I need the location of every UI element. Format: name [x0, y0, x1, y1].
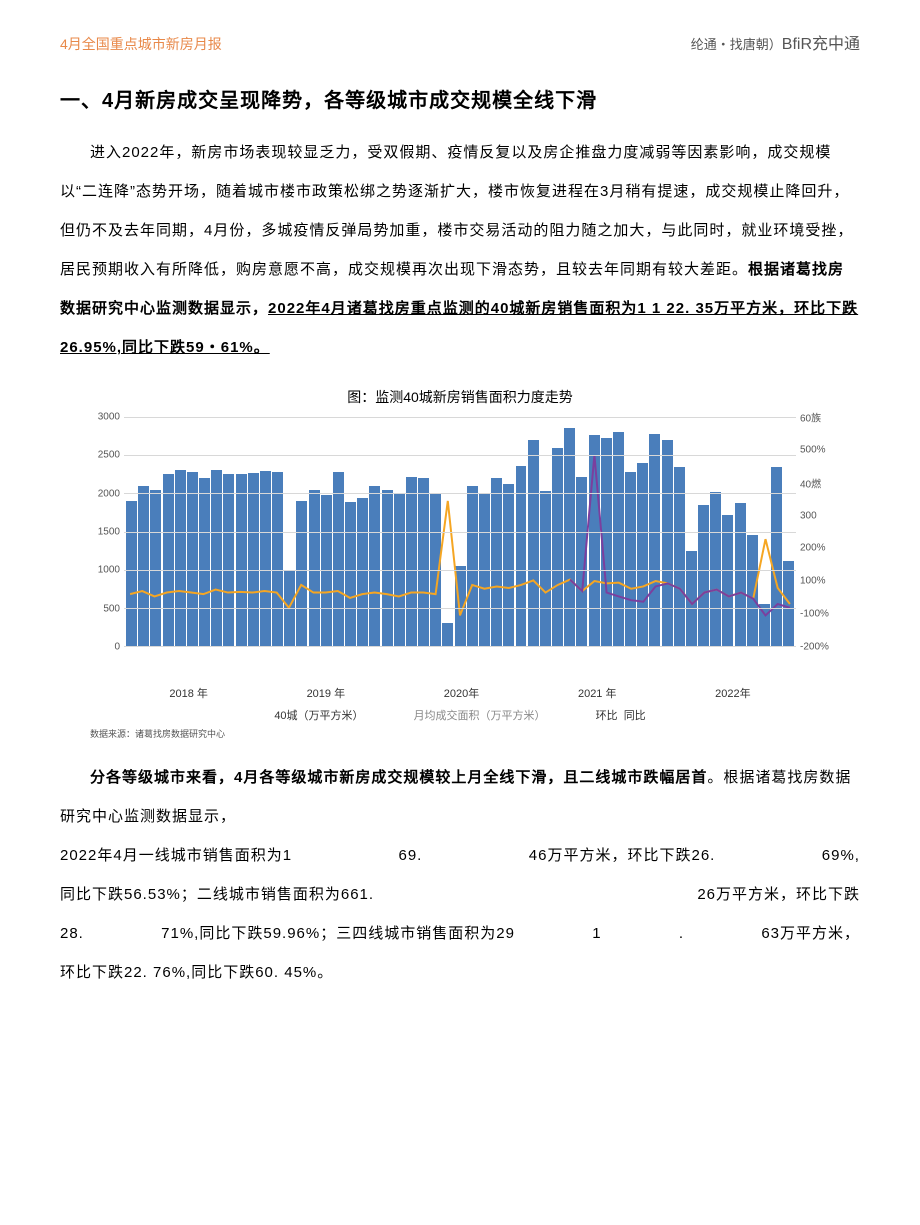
legend-avg: 月均成交面积（万平方米）	[414, 707, 546, 723]
paragraph-2-intro: 分各等级城市来看，4月各等级城市新房成交规模较上月全线下滑，且二线城市跌幅居首。…	[60, 758, 860, 836]
header-right: 纶通・找唐朝）BfiR充中通	[691, 30, 860, 54]
bar	[564, 428, 575, 646]
chart-plot-area	[124, 417, 796, 647]
data-row-2: 同比下跌56.53%；二线城市销售面积为661. 26万平方米，环比下跌	[60, 875, 860, 914]
bar	[369, 486, 380, 646]
bar	[698, 505, 709, 646]
bar	[540, 491, 551, 646]
bar	[601, 438, 612, 646]
bar	[309, 490, 320, 646]
data-row-1: 2022年4月一线城市销售面积为1 69. 46万平方米，环比下跌26. 69%…	[60, 836, 860, 875]
chart-legend: 40城（万平方米） 月均成交面积（万平方米） 环比 同比	[60, 707, 860, 723]
bar	[455, 566, 466, 646]
bar	[637, 463, 648, 646]
bar	[722, 515, 733, 646]
bar	[223, 474, 234, 646]
section-title: 一、4月新房成交呈现降势，各等级城市成交规模全线下滑	[60, 84, 860, 113]
legend-right-group: 环比 同比	[596, 707, 646, 723]
bar	[686, 551, 697, 646]
header-left: 4月全国重点城市新房月报	[60, 34, 222, 54]
bar	[649, 434, 660, 646]
bar	[150, 490, 161, 646]
bar	[272, 472, 283, 646]
chart-container: 300025002000150010005000 60族500%40燃30020…	[80, 417, 840, 677]
bar	[357, 498, 368, 646]
bar	[248, 473, 259, 646]
bar	[528, 440, 539, 646]
bar	[783, 561, 794, 646]
bar	[236, 474, 247, 647]
bar	[175, 470, 186, 646]
bar	[625, 472, 636, 646]
bar	[260, 471, 271, 646]
bar	[382, 490, 393, 646]
bar	[552, 448, 563, 646]
bar	[503, 484, 514, 646]
y-left-axis: 300025002000150010005000	[80, 417, 120, 647]
bar	[442, 623, 453, 646]
bar	[589, 435, 600, 646]
bar	[211, 470, 222, 646]
bar	[418, 478, 429, 646]
bar	[735, 503, 746, 647]
data-row-3: 28. 71%,同比下跌59.96%；三四线城市销售面积为29 1 . 63万平…	[60, 914, 860, 953]
chart-source: 数据来源：诸葛找房数据研究中心	[90, 727, 860, 740]
bar	[333, 472, 344, 646]
bar	[467, 486, 478, 646]
x-axis-years: 2018 年2019 年2020年2021 年2022年	[120, 685, 800, 701]
paragraph-1: 进入2022年，新房市场表现较显乏力，受双假期、疫情反复以及房企推盘力度减弱等因…	[60, 133, 860, 367]
bar	[199, 478, 210, 646]
bar	[187, 472, 198, 646]
bar	[759, 604, 770, 646]
bar	[613, 432, 624, 646]
page-header: 4月全国重点城市新房月报 纶通・找唐朝）BfiR充中通	[60, 30, 860, 54]
bar	[138, 486, 149, 646]
bar	[747, 535, 758, 646]
bar	[296, 501, 307, 646]
y-right-axis: 60族500%40燃300200%100%-100%-200%	[800, 417, 840, 647]
bar	[406, 477, 417, 646]
bar	[662, 440, 673, 646]
chart-title: 图：监测40城新房销售面积力度走势	[60, 387, 860, 407]
bar	[491, 478, 502, 646]
bar	[345, 502, 356, 646]
bar	[163, 474, 174, 646]
bar	[576, 477, 587, 646]
data-row-4: 环比下跌22. 76%,同比下跌60. 45%。	[60, 953, 860, 992]
bar	[126, 501, 137, 646]
